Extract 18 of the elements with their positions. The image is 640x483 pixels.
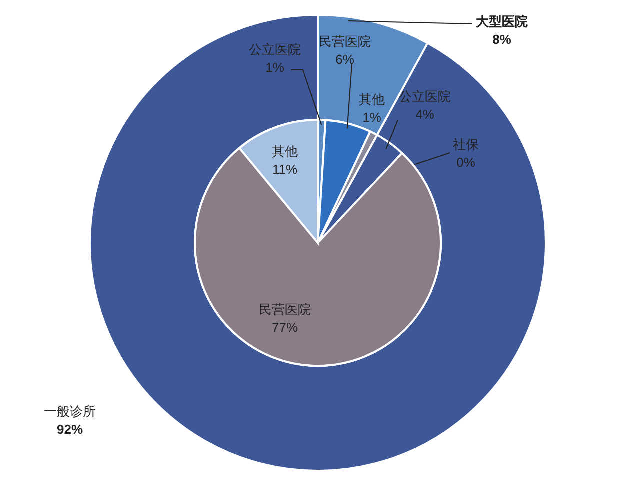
data-label: 92%: [56, 422, 84, 437]
slice-label: 公立医院: [399, 89, 451, 104]
data-label: 6%: [336, 52, 355, 67]
slice-label: 公立医院: [249, 42, 301, 57]
slice-label: 民营医院: [319, 34, 371, 49]
data-label: 4%: [416, 107, 435, 122]
data-label: 77%: [272, 320, 298, 335]
slice-label: 一般诊所: [44, 404, 96, 419]
slice-label: 大型医院: [476, 14, 528, 29]
slice-label: 其他: [359, 92, 385, 107]
slice-label: 其他: [272, 144, 298, 159]
slice-label: 民营医院: [259, 302, 311, 317]
data-label: 8%: [492, 32, 512, 47]
category-label: 社保: [453, 137, 479, 152]
data-label: 11%: [272, 162, 298, 177]
data-label: 1%: [362, 110, 382, 125]
data-label: 1%: [266, 60, 285, 75]
text: 0%: [456, 155, 476, 170]
